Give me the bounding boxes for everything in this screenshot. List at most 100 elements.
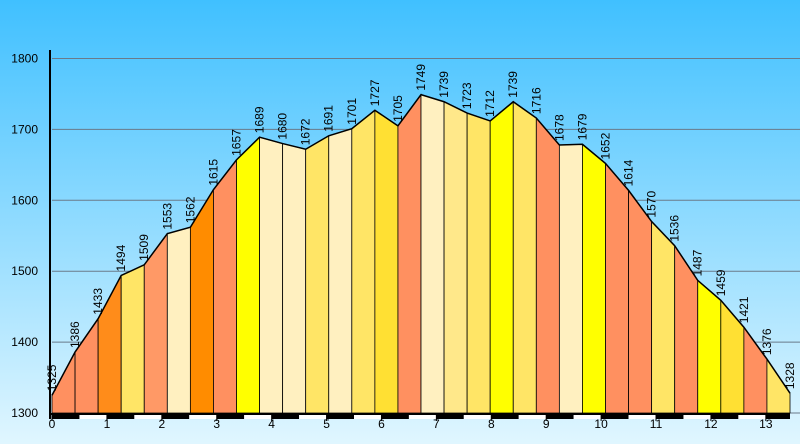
- data-label: 1679: [575, 113, 589, 140]
- data-label: 1562: [183, 196, 197, 223]
- area-segment: [582, 143, 606, 414]
- scale-block: [244, 415, 272, 419]
- x-tick-label: 0: [49, 417, 56, 431]
- data-label: 1553: [160, 203, 174, 230]
- area-segment: [120, 264, 145, 414]
- area-segment: [558, 143, 583, 414]
- area-segment: [651, 220, 676, 414]
- data-label: 1459: [714, 269, 728, 296]
- x-tick-label: 10: [594, 417, 608, 431]
- data-label: 1680: [276, 113, 290, 140]
- area-segment: [236, 136, 260, 414]
- data-label: 1712: [483, 90, 497, 117]
- data-label: 1421: [737, 296, 751, 323]
- scale-block: [216, 415, 245, 419]
- area-segment: [512, 100, 537, 414]
- area-segment: [466, 112, 491, 414]
- scale-block: [628, 415, 657, 419]
- area-segment: [489, 100, 514, 414]
- data-label: 1615: [206, 159, 220, 186]
- data-label: 1691: [322, 105, 336, 132]
- scale-block: [299, 415, 327, 419]
- scale-block: [161, 415, 190, 419]
- scale-block: [52, 415, 80, 419]
- data-label: 1328: [783, 362, 797, 389]
- area-segment: [443, 101, 468, 414]
- area-segment: [697, 279, 722, 414]
- x-tick-label: 1: [104, 417, 111, 431]
- x-tick-label: 5: [323, 417, 330, 431]
- x-tick-label: 12: [704, 417, 718, 431]
- scale-block: [546, 415, 574, 419]
- area-segment: [305, 135, 330, 414]
- y-tick-label: 1400: [11, 335, 38, 349]
- data-label: 1701: [345, 98, 359, 125]
- data-label: 1689: [253, 106, 267, 133]
- data-label: 1386: [68, 321, 82, 348]
- y-tick-label: 1700: [11, 122, 38, 136]
- scale-block: [354, 415, 382, 419]
- scale-block: [765, 415, 790, 419]
- data-label: 1678: [552, 114, 566, 141]
- scale-block: [518, 415, 547, 419]
- data-label: 1494: [114, 244, 128, 271]
- area-segment: [259, 136, 284, 414]
- area-segment: [535, 116, 560, 414]
- area-segment: [282, 143, 307, 414]
- scale-block: [601, 415, 629, 419]
- x-tick-label: 6: [378, 417, 385, 431]
- data-label: 1705: [391, 95, 405, 122]
- x-tick-label: 4: [268, 417, 275, 431]
- data-label: 1652: [599, 132, 613, 159]
- x-tick-label: 9: [543, 417, 550, 431]
- area-segment: [328, 128, 353, 414]
- scale-block: [106, 415, 135, 419]
- data-label: 1614: [622, 159, 636, 186]
- scale-block: [189, 415, 217, 419]
- scale-block: [573, 415, 602, 419]
- data-label: 1657: [230, 129, 244, 156]
- data-label: 1727: [368, 79, 382, 106]
- data-label: 1325: [45, 364, 59, 391]
- x-tick-label: 11: [650, 417, 663, 431]
- x-tick-label: 13: [759, 417, 773, 431]
- scale-block: [683, 415, 711, 419]
- x-tick-label: 2: [158, 417, 165, 431]
- scale-block: [436, 415, 464, 419]
- area-segment: [628, 189, 653, 414]
- scale-block: [710, 415, 739, 419]
- profile-line: [51, 93, 791, 396]
- scale-block: [656, 415, 684, 419]
- area-segment: [397, 93, 422, 414]
- area-segment: [420, 94, 445, 414]
- scale-block: [738, 415, 766, 419]
- area-segment: [213, 158, 237, 414]
- y-tick-label: 1500: [11, 264, 38, 278]
- scale-block: [408, 415, 437, 419]
- data-label: 1723: [460, 82, 474, 109]
- area-segment: [166, 226, 191, 414]
- scale-block: [271, 415, 300, 419]
- y-tick-label: 1800: [11, 52, 38, 66]
- data-label: 1739: [506, 71, 520, 98]
- x-tick-label: 3: [213, 417, 220, 431]
- area-segment: [605, 162, 629, 414]
- data-label: 1487: [691, 249, 705, 276]
- data-label: 1509: [137, 234, 151, 261]
- data-label: 1672: [299, 118, 313, 145]
- x-tick-label: 7: [433, 417, 440, 431]
- scale-block: [463, 415, 492, 419]
- data-label: 1570: [645, 191, 659, 218]
- scale-block: [381, 415, 409, 419]
- area-segment: [351, 109, 376, 414]
- scale-block: [491, 415, 519, 419]
- data-label: 1536: [668, 215, 682, 242]
- data-label: 1739: [437, 71, 451, 98]
- scale-block: [79, 415, 107, 419]
- scale-block: [134, 415, 162, 419]
- data-label: 1433: [91, 288, 105, 315]
- x-tick-label: 8: [488, 417, 495, 431]
- y-tick-label: 1300: [11, 406, 38, 420]
- data-label: 1716: [529, 87, 543, 114]
